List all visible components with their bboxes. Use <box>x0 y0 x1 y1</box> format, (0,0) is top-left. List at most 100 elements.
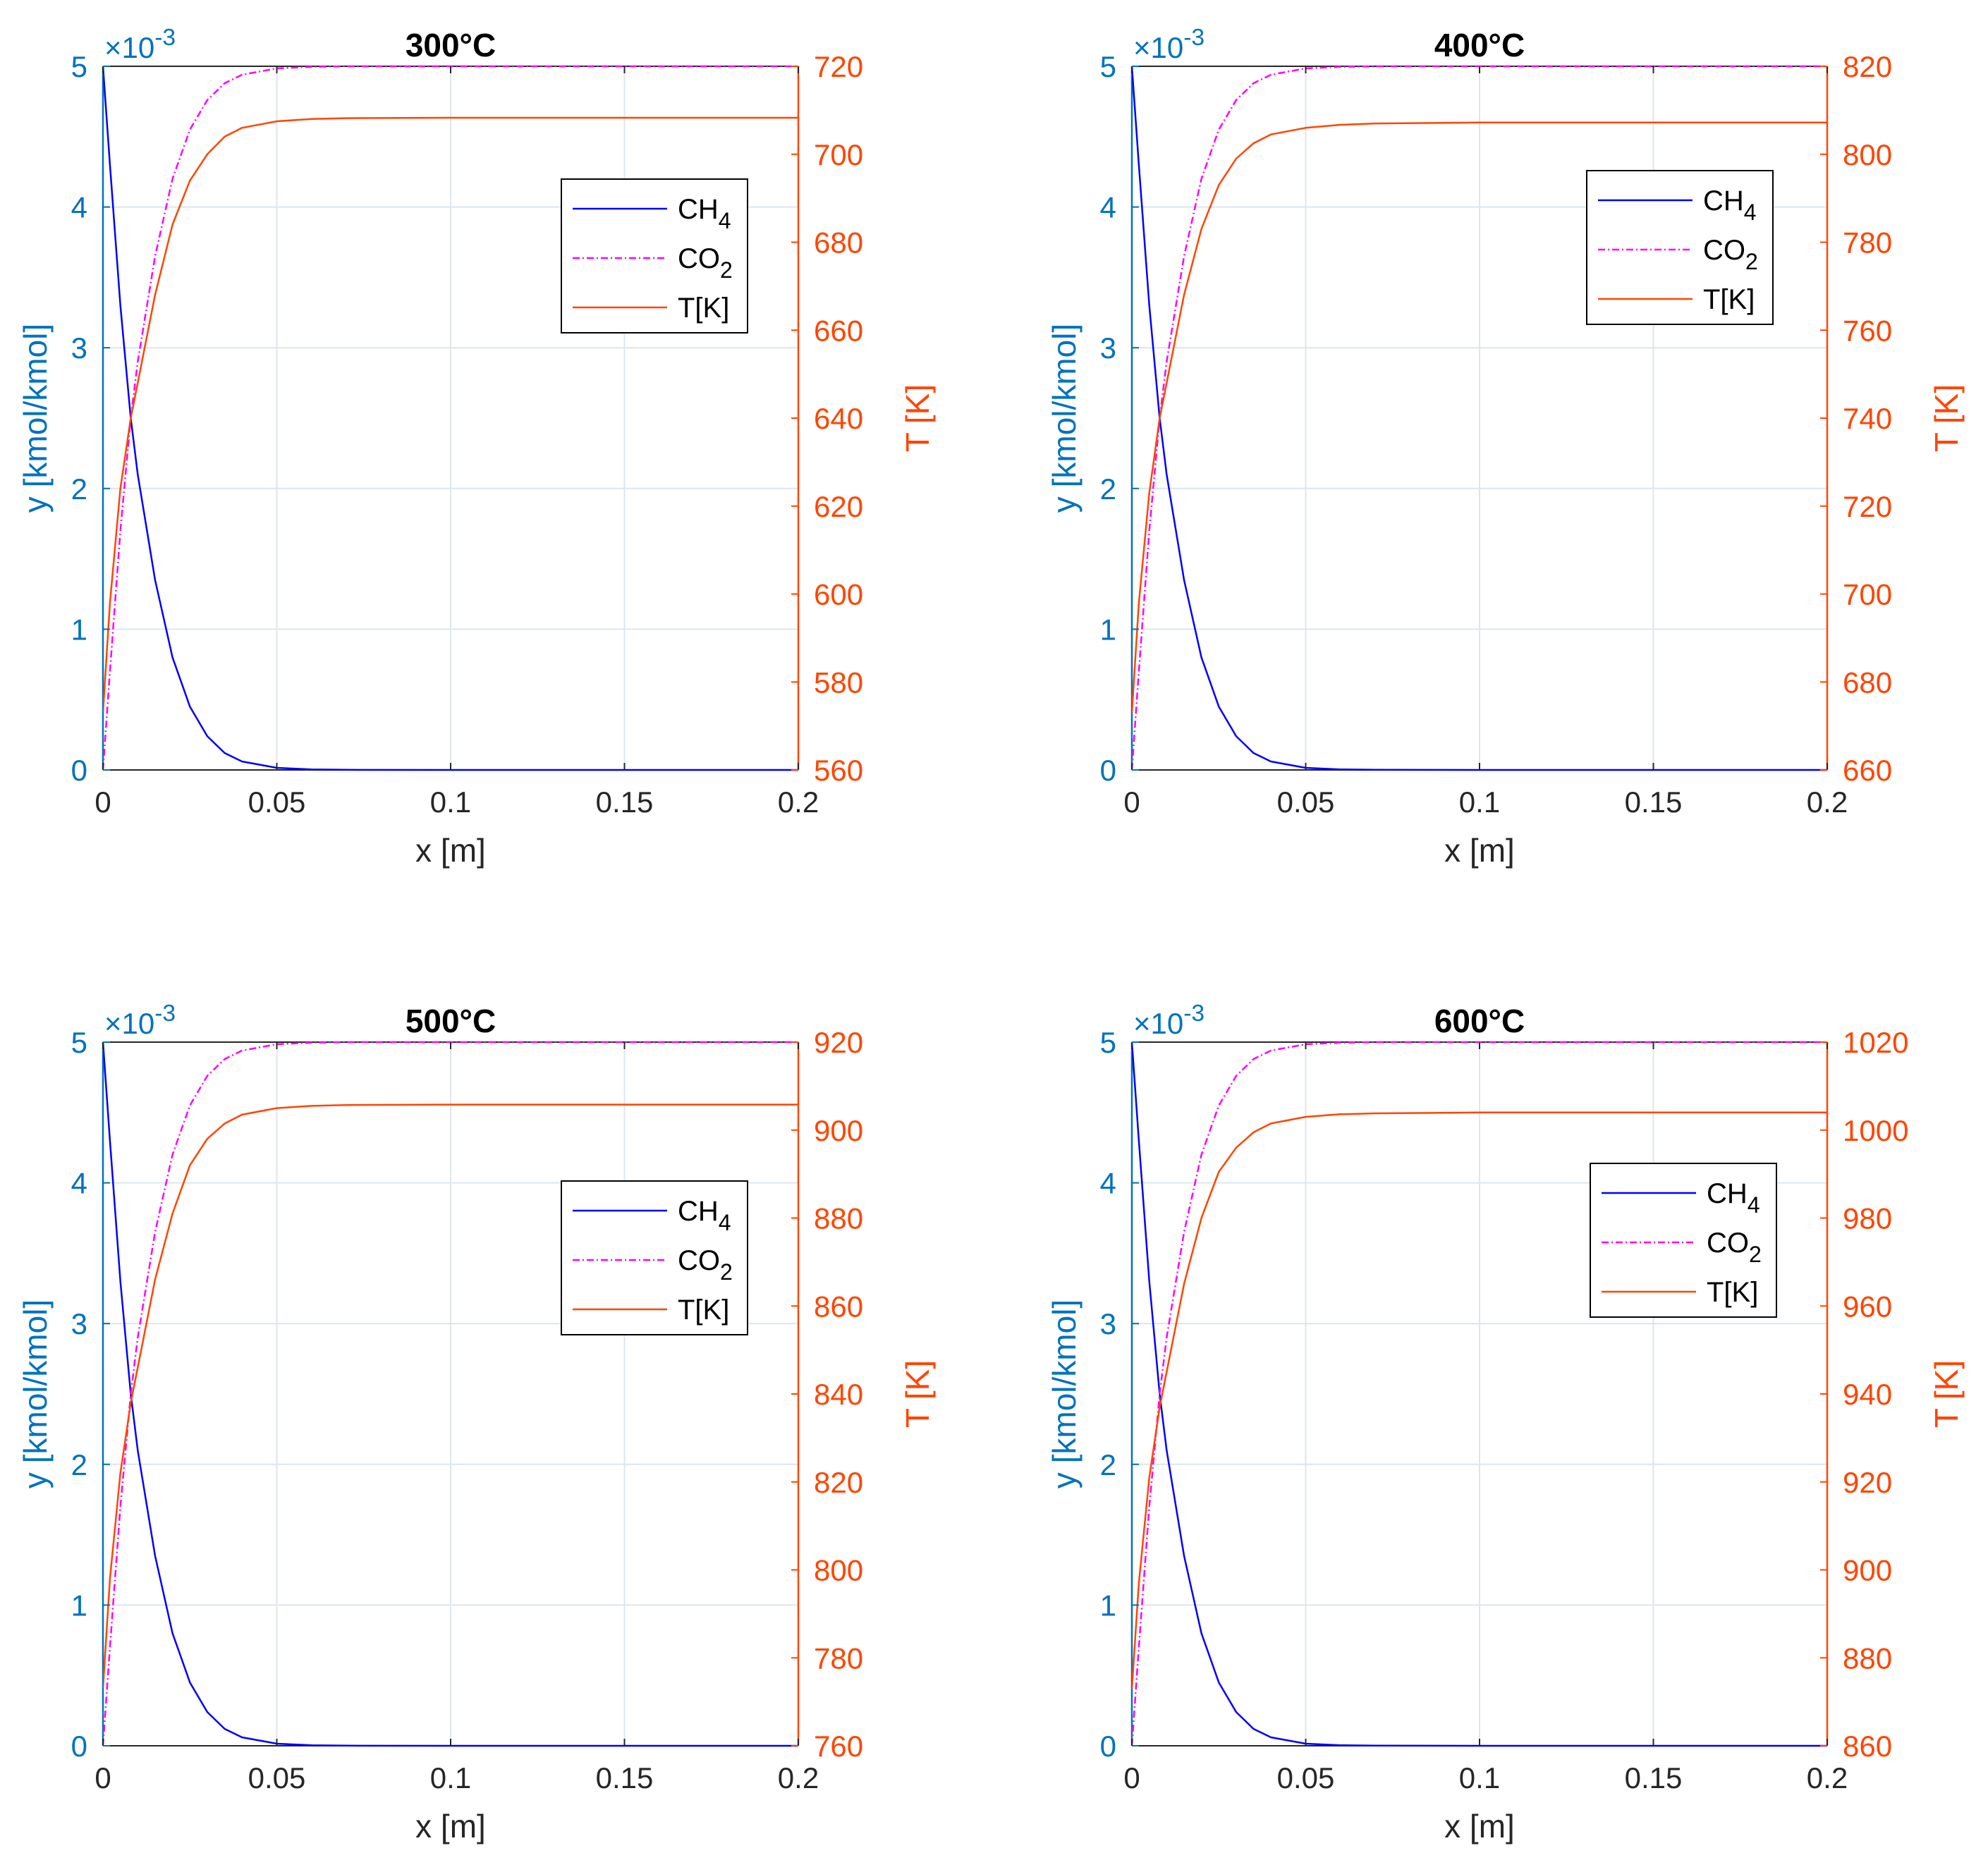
temperature-series-line <box>103 116 798 713</box>
right-y-tick-label: 940 <box>1843 1378 1892 1411</box>
co2-series-line <box>1132 65 1827 771</box>
legend: CH4 CO2 T[K] <box>561 178 748 334</box>
chart-title: 400°C <box>1434 27 1525 63</box>
left-y-tick-label: 4 <box>1100 1167 1116 1200</box>
ch4-series-line <box>103 1041 798 1747</box>
left-y-tick-label: 3 <box>71 1307 87 1340</box>
right-y-tick-label: 780 <box>1843 226 1892 259</box>
right-y-tick-label: 960 <box>1843 1290 1892 1323</box>
legend-label-co2: CO2 <box>678 243 733 283</box>
left-y-axis-label: y [kmol/kmol] <box>17 324 54 513</box>
left-y-tick-label: 2 <box>1100 1448 1116 1481</box>
right-y-tick-label: 680 <box>814 226 863 259</box>
right-y-tick-label: 900 <box>1843 1554 1892 1587</box>
left-y-tick-label: 0 <box>1100 754 1116 787</box>
x-tick-label: 0.15 <box>596 785 654 819</box>
right-y-tick-label: 820 <box>814 1466 863 1499</box>
right-y-tick-label: 780 <box>814 1641 863 1675</box>
ch4-series-line <box>103 66 798 771</box>
x-tick-label: 0.1 <box>1459 785 1500 819</box>
left-y-tick-label: 4 <box>1100 191 1116 224</box>
x-tick-label: 0 <box>94 785 111 819</box>
x-tick-label: 0.05 <box>1277 785 1335 819</box>
legend: CH4 CO2 T[K] <box>1586 170 1774 325</box>
x-tick-label: 0.2 <box>1807 1761 1848 1794</box>
x-tick-label: 0.05 <box>1277 1761 1335 1794</box>
legend-label-ch4: CH4 <box>1707 1178 1760 1218</box>
x-tick-label: 0.15 <box>596 1761 654 1794</box>
right-y-tick-label: 720 <box>1843 490 1892 523</box>
legend-label-t: T[K] <box>1707 1277 1758 1308</box>
right-y-tick-label: 880 <box>814 1202 863 1235</box>
left-y-tick-label: 1 <box>71 1589 87 1622</box>
right-y-tick-label: 660 <box>1843 754 1892 787</box>
chart-panel-4: 0 0.05 0.1 0.15 0.2 0 1 2 3 4 5 860 880 900 920 940 960 9… <box>1046 1001 1965 1845</box>
x-tick-label: 0.1 <box>1459 1761 1500 1794</box>
right-y-tick-label: 860 <box>1843 1730 1892 1763</box>
legend-label-t: T[K] <box>1703 284 1755 315</box>
chart-panel-2: 0 0.05 0.1 0.15 0.2 0 1 2 3 4 5 660 680 700 720 740 760 7… <box>1046 25 1965 869</box>
right-y-axis-label: T [K] <box>899 1360 936 1428</box>
x-tick-label: 0 <box>1123 785 1140 819</box>
left-y-tick-label: 3 <box>1100 331 1116 365</box>
right-y-tick-label: 640 <box>814 402 863 435</box>
right-y-axis-label: T [K] <box>899 384 936 452</box>
x-tick-label: 0.1 <box>430 785 471 819</box>
left-y-tick-label: 5 <box>71 50 87 83</box>
right-y-tick-label: 760 <box>814 1730 863 1763</box>
legend-label-t: T[K] <box>678 1295 729 1326</box>
right-y-tick-label: 800 <box>814 1554 863 1587</box>
x-tick-label: 0.15 <box>1625 1761 1683 1794</box>
legend-label-co2: CO2 <box>1703 235 1758 274</box>
x-axis-label: x [m] <box>415 1808 486 1845</box>
right-y-tick-label: 600 <box>814 578 863 611</box>
right-y-tick-label: 1020 <box>1843 1026 1908 1059</box>
x-tick-label: 0 <box>94 1761 111 1794</box>
legend-label-ch4: CH4 <box>678 194 731 233</box>
left-axis-exponent: ×10-3 <box>104 1001 176 1040</box>
left-y-tick-label: 3 <box>71 331 87 365</box>
legend-label-t: T[K] <box>678 293 729 324</box>
right-y-tick-label: 580 <box>814 666 863 699</box>
left-y-tick-label: 0 <box>71 1730 87 1763</box>
right-y-tick-label: 860 <box>814 1290 863 1323</box>
left-y-tick-label: 1 <box>1100 613 1116 646</box>
right-y-tick-label: 840 <box>814 1378 863 1411</box>
left-y-axis-label: y [kmol/kmol] <box>1046 1299 1083 1488</box>
left-y-tick-label: 0 <box>71 754 87 787</box>
right-y-tick-label: 720 <box>814 50 863 83</box>
legend-label-co2: CO2 <box>678 1245 733 1285</box>
x-axis-label: x [m] <box>415 832 486 869</box>
x-tick-label: 0.05 <box>248 785 306 819</box>
right-y-axis-label: T [K] <box>1928 1360 1965 1428</box>
temperature-series-line <box>103 1103 798 1689</box>
left-y-tick-label: 5 <box>1100 1026 1116 1059</box>
ch4-series-line <box>1132 66 1827 771</box>
legend-label-co2: CO2 <box>1707 1228 1762 1267</box>
ch4-series-line <box>1132 1041 1827 1747</box>
right-y-tick-label: 880 <box>1843 1641 1892 1675</box>
right-y-tick-label: 920 <box>1843 1466 1892 1499</box>
x-tick-label: 0.05 <box>248 1761 306 1794</box>
chart-panel-1: 0 0.05 0.1 0.15 0.2 0 1 2 3 4 5 560 580 600 620 640 660 6… <box>17 25 936 869</box>
right-y-tick-label: 700 <box>1843 578 1892 611</box>
right-y-tick-label: 560 <box>814 754 863 787</box>
left-y-tick-label: 2 <box>1100 472 1116 506</box>
left-y-tick-label: 2 <box>71 1448 87 1481</box>
x-tick-label: 0.2 <box>1807 785 1848 819</box>
left-axis-exponent: ×10-3 <box>1133 1001 1205 1040</box>
temperature-series-line <box>1132 121 1827 713</box>
legend: CH4 CO2 T[K] <box>561 1180 748 1335</box>
left-y-tick-label: 2 <box>71 472 87 506</box>
x-tick-label: 0 <box>1123 1761 1140 1794</box>
right-y-tick-label: 700 <box>814 138 863 171</box>
right-y-tick-label: 900 <box>814 1114 863 1147</box>
right-y-tick-label: 760 <box>1843 314 1892 347</box>
left-y-tick-label: 5 <box>71 1026 87 1059</box>
right-y-tick-label: 820 <box>1843 50 1892 83</box>
left-y-tick-label: 4 <box>71 1167 87 1200</box>
right-y-tick-label: 980 <box>1843 1202 1892 1235</box>
right-y-tick-label: 680 <box>1843 666 1892 699</box>
right-y-tick-label: 800 <box>1843 138 1892 171</box>
